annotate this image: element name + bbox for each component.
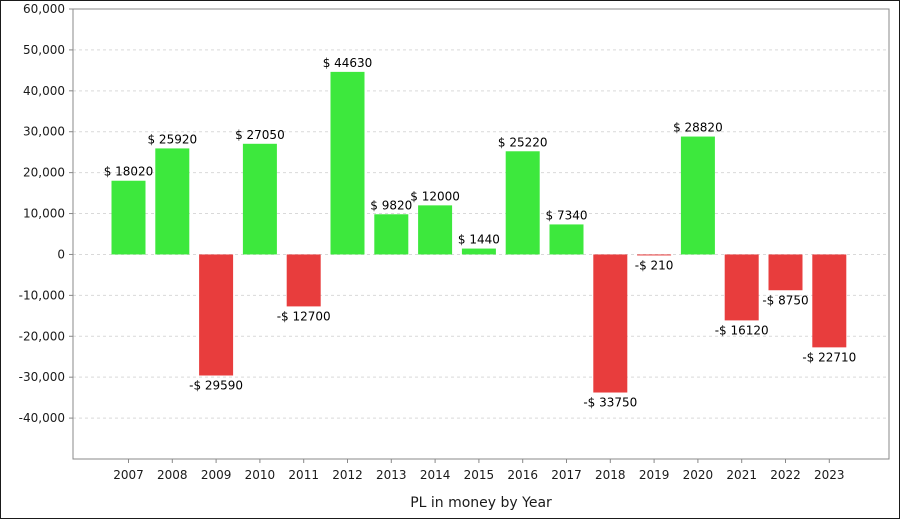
x-tick-label: 2012 [332, 468, 363, 482]
y-tick-label: 30,000 [23, 125, 65, 139]
y-tick-label: 20,000 [23, 166, 65, 180]
y-tick-label: 40,000 [23, 84, 65, 98]
bar-2023 [812, 254, 847, 348]
data-label-2019: -$ 210 [635, 258, 674, 272]
x-tick-label: 2015 [464, 468, 495, 482]
data-label-2017: $ 7340 [546, 208, 588, 222]
data-label-2018: -$ 33750 [583, 396, 637, 410]
data-label-2016: $ 25220 [498, 135, 548, 149]
x-tick-label: 2009 [201, 468, 232, 482]
bar-2019 [637, 254, 672, 256]
y-tick-label: -30,000 [19, 370, 65, 384]
bar-2010 [242, 143, 277, 255]
data-label-2023: -$ 22710 [802, 350, 856, 364]
bar-2017 [549, 224, 584, 255]
data-label-2014: $ 12000 [410, 189, 460, 203]
y-tick-label: 0 [57, 247, 65, 261]
data-label-2012: $ 44630 [323, 56, 373, 70]
bars [111, 71, 847, 393]
bar-2021 [724, 254, 759, 321]
x-axis-title: PL in money by Year [410, 495, 552, 511]
data-label-2013: $ 9820 [370, 198, 412, 212]
data-label-2009: -$ 29590 [189, 379, 243, 393]
y-tick-label: -10,000 [19, 288, 65, 302]
x-tick-label: 2007 [113, 468, 144, 482]
grid-lines [73, 8, 889, 419]
data-label-2008: $ 25920 [147, 132, 197, 146]
bar-2013 [374, 214, 409, 255]
x-tick-label: 2019 [639, 468, 670, 482]
x-axis-ticks: 2007 2008 2009 2010 2011 2012 2013 2014 2015 2016… [113, 459, 845, 482]
data-labels: $ 18020 $ 25920 -$ 29590 $ 27050 -$ 12700 $ 4… [104, 56, 857, 410]
x-tick-label: 2023 [814, 468, 845, 482]
data-label-2007: $ 18020 [104, 165, 154, 179]
bar-2011 [286, 254, 321, 307]
bar-2009 [199, 254, 234, 376]
data-label-2020: $ 28820 [673, 121, 723, 135]
x-tick-label: 2021 [726, 468, 757, 482]
plot-area-border [72, 8, 890, 460]
y-tick-label: -20,000 [19, 329, 65, 343]
y-tick-label: -40,000 [19, 411, 65, 425]
y-tick-label: 60,000 [23, 2, 65, 16]
x-tick-label: 2022 [770, 468, 801, 482]
bar-2007 [111, 180, 146, 255]
bar-2022 [768, 254, 803, 291]
y-tick-label: 50,000 [23, 43, 65, 57]
bar-2016 [505, 151, 540, 255]
data-label-2015: $ 1440 [458, 233, 500, 247]
bar-2020 [680, 136, 715, 255]
x-tick-label: 2011 [288, 468, 319, 482]
x-tick-label: 2017 [551, 468, 582, 482]
x-tick-label: 2020 [683, 468, 714, 482]
data-label-2011: -$ 12700 [277, 309, 331, 323]
data-label-2010: $ 27050 [235, 128, 285, 142]
y-axis-ticks: 60,000 50,000 40,000 30,000 20,000 10,000 0 -10… [19, 2, 73, 425]
x-tick-label: 2016 [507, 468, 538, 482]
bar-2008 [155, 148, 190, 255]
bar-2015 [461, 248, 496, 255]
y-tick-label: 10,000 [23, 207, 65, 221]
bar-2014 [418, 205, 453, 255]
data-label-2022: -$ 8750 [762, 293, 808, 307]
data-label-2021: -$ 16120 [715, 323, 769, 337]
x-tick-label: 2018 [595, 468, 626, 482]
x-tick-label: 2014 [420, 468, 451, 482]
x-tick-label: 2010 [245, 468, 276, 482]
x-tick-label: 2008 [157, 468, 188, 482]
bar-2012 [330, 71, 365, 255]
bar-2018 [593, 254, 628, 393]
x-tick-label: 2013 [376, 468, 407, 482]
